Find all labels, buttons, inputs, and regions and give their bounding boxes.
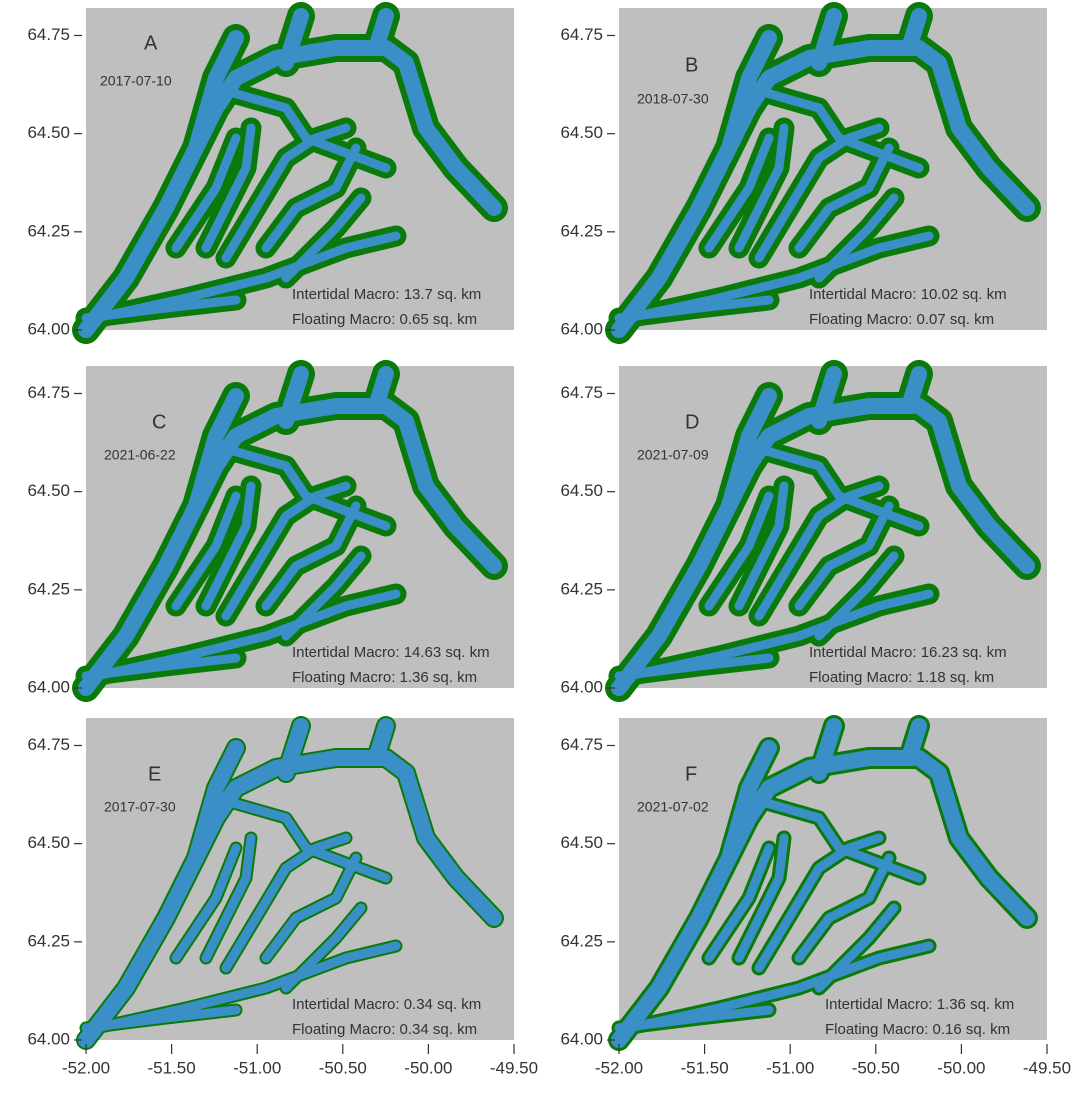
x-tick-label: -49.50 [1023, 1058, 1071, 1077]
y-tick-label: 64.50 [560, 833, 603, 852]
intertidal-note: Intertidal Macro: 1.36 sq. km [825, 996, 1014, 1013]
panel-label: A [144, 32, 158, 54]
fjord-water [376, 726, 386, 758]
y-tick-label: 64.00 [560, 1029, 603, 1048]
fjord-water [909, 16, 919, 48]
y-tick-label: 64.25 [27, 579, 70, 598]
panel-date: 2018-07-30 [637, 91, 709, 107]
floating-note: Floating Macro: 0.07 sq. km [809, 311, 994, 328]
y-tick-label: 64.25 [27, 931, 70, 950]
panel-label: B [685, 54, 698, 76]
y-tick-label: 64.00 [27, 319, 70, 338]
intertidal-note: Intertidal Macro: 13.7 sq. km [292, 286, 481, 303]
fjord-water [909, 726, 919, 758]
fjord-water [376, 374, 386, 406]
map-panel: A 2017-07-10 Intertidal Macro: 13.7 sq. km… [27, 8, 514, 338]
panel-label: E [148, 763, 161, 785]
y-tick-label: 64.50 [27, 481, 70, 500]
y-tick-label: 64.00 [560, 677, 603, 696]
y-tick-label: 64.50 [27, 123, 70, 142]
panel-date: 2021-07-02 [637, 799, 709, 815]
floating-note: Floating Macro: 1.18 sq. km [809, 669, 994, 686]
x-tick-label: -51.50 [147, 1058, 195, 1077]
x-tick-label: -52.00 [62, 1058, 110, 1077]
intertidal-note: Intertidal Macro: 16.23 sq. km [809, 644, 1007, 661]
floating-note: Floating Macro: 1.36 sq. km [292, 669, 477, 686]
x-tick-label: -50.00 [937, 1058, 985, 1077]
y-tick-label: 64.00 [27, 1029, 70, 1048]
fjord-water [376, 16, 386, 48]
y-tick-label: 64.75 [560, 383, 603, 402]
intertidal-note: Intertidal Macro: 14.63 sq. km [292, 644, 490, 661]
y-tick-label: 64.25 [560, 579, 603, 598]
body: {"axes": {"xlim": [-52.0, -49.5], "ylim"… [0, 0, 1078, 1096]
panel-date: 2017-07-10 [100, 73, 172, 89]
x-tick-label: -50.50 [852, 1058, 900, 1077]
x-tick-label: -51.50 [680, 1058, 728, 1077]
fjord-water [909, 374, 919, 406]
x-tick-label: -51.00 [766, 1058, 814, 1077]
map-panel: F 2021-07-02 Intertidal Macro: 1.36 sq. km… [560, 718, 1071, 1077]
y-tick-label: 64.25 [560, 221, 603, 240]
x-tick-label: -52.00 [595, 1058, 643, 1077]
panel-date: 2021-07-09 [637, 447, 709, 463]
panel-date: 2017-07-30 [104, 799, 176, 815]
y-tick-label: 64.00 [560, 319, 603, 338]
map-panel: D 2021-07-09 Intertidal Macro: 16.23 sq. k… [560, 366, 1047, 696]
panel-label: F [685, 763, 697, 785]
x-tick-label: -50.50 [319, 1058, 367, 1077]
intertidal-note: Intertidal Macro: 0.34 sq. km [292, 996, 481, 1013]
y-tick-label: 64.25 [560, 931, 603, 950]
panel-label: D [685, 411, 699, 433]
page: body { margin: 0; background: #fff; font… [0, 0, 1078, 1096]
y-tick-label: 64.50 [27, 833, 70, 852]
y-tick-label: 64.50 [560, 481, 603, 500]
y-tick-label: 64.75 [27, 25, 70, 44]
floating-note: Floating Macro: 0.65 sq. km [292, 311, 477, 328]
x-tick-label: -50.00 [404, 1058, 452, 1077]
y-tick-label: 64.75 [27, 735, 70, 754]
y-tick-label: 64.75 [27, 383, 70, 402]
y-tick-label: 64.50 [560, 123, 603, 142]
x-tick-label: -51.00 [233, 1058, 281, 1077]
map-panel: E 2017-07-30 Intertidal Macro: 0.34 sq. km… [27, 718, 538, 1077]
y-tick-label: 64.00 [27, 677, 70, 696]
map-panel: C 2021-06-22 Intertidal Macro: 14.63 sq. k… [27, 366, 514, 696]
y-tick-label: 64.75 [560, 25, 603, 44]
x-tick-label: -49.50 [490, 1058, 538, 1077]
map-panel: B 2018-07-30 Intertidal Macro: 10.02 sq. k… [560, 8, 1047, 338]
floating-note: Floating Macro: 0.34 sq. km [292, 1021, 477, 1038]
panel-date: 2021-06-22 [104, 447, 176, 463]
floating-note: Floating Macro: 0.16 sq. km [825, 1021, 1010, 1038]
panel-label: C [152, 411, 166, 433]
y-tick-label: 64.25 [27, 221, 70, 240]
intertidal-note: Intertidal Macro: 10.02 sq. km [809, 286, 1007, 303]
figure: A 2017-07-10 Intertidal Macro: 13.7 sq. km… [0, 0, 1078, 1091]
y-tick-label: 64.75 [560, 735, 603, 754]
